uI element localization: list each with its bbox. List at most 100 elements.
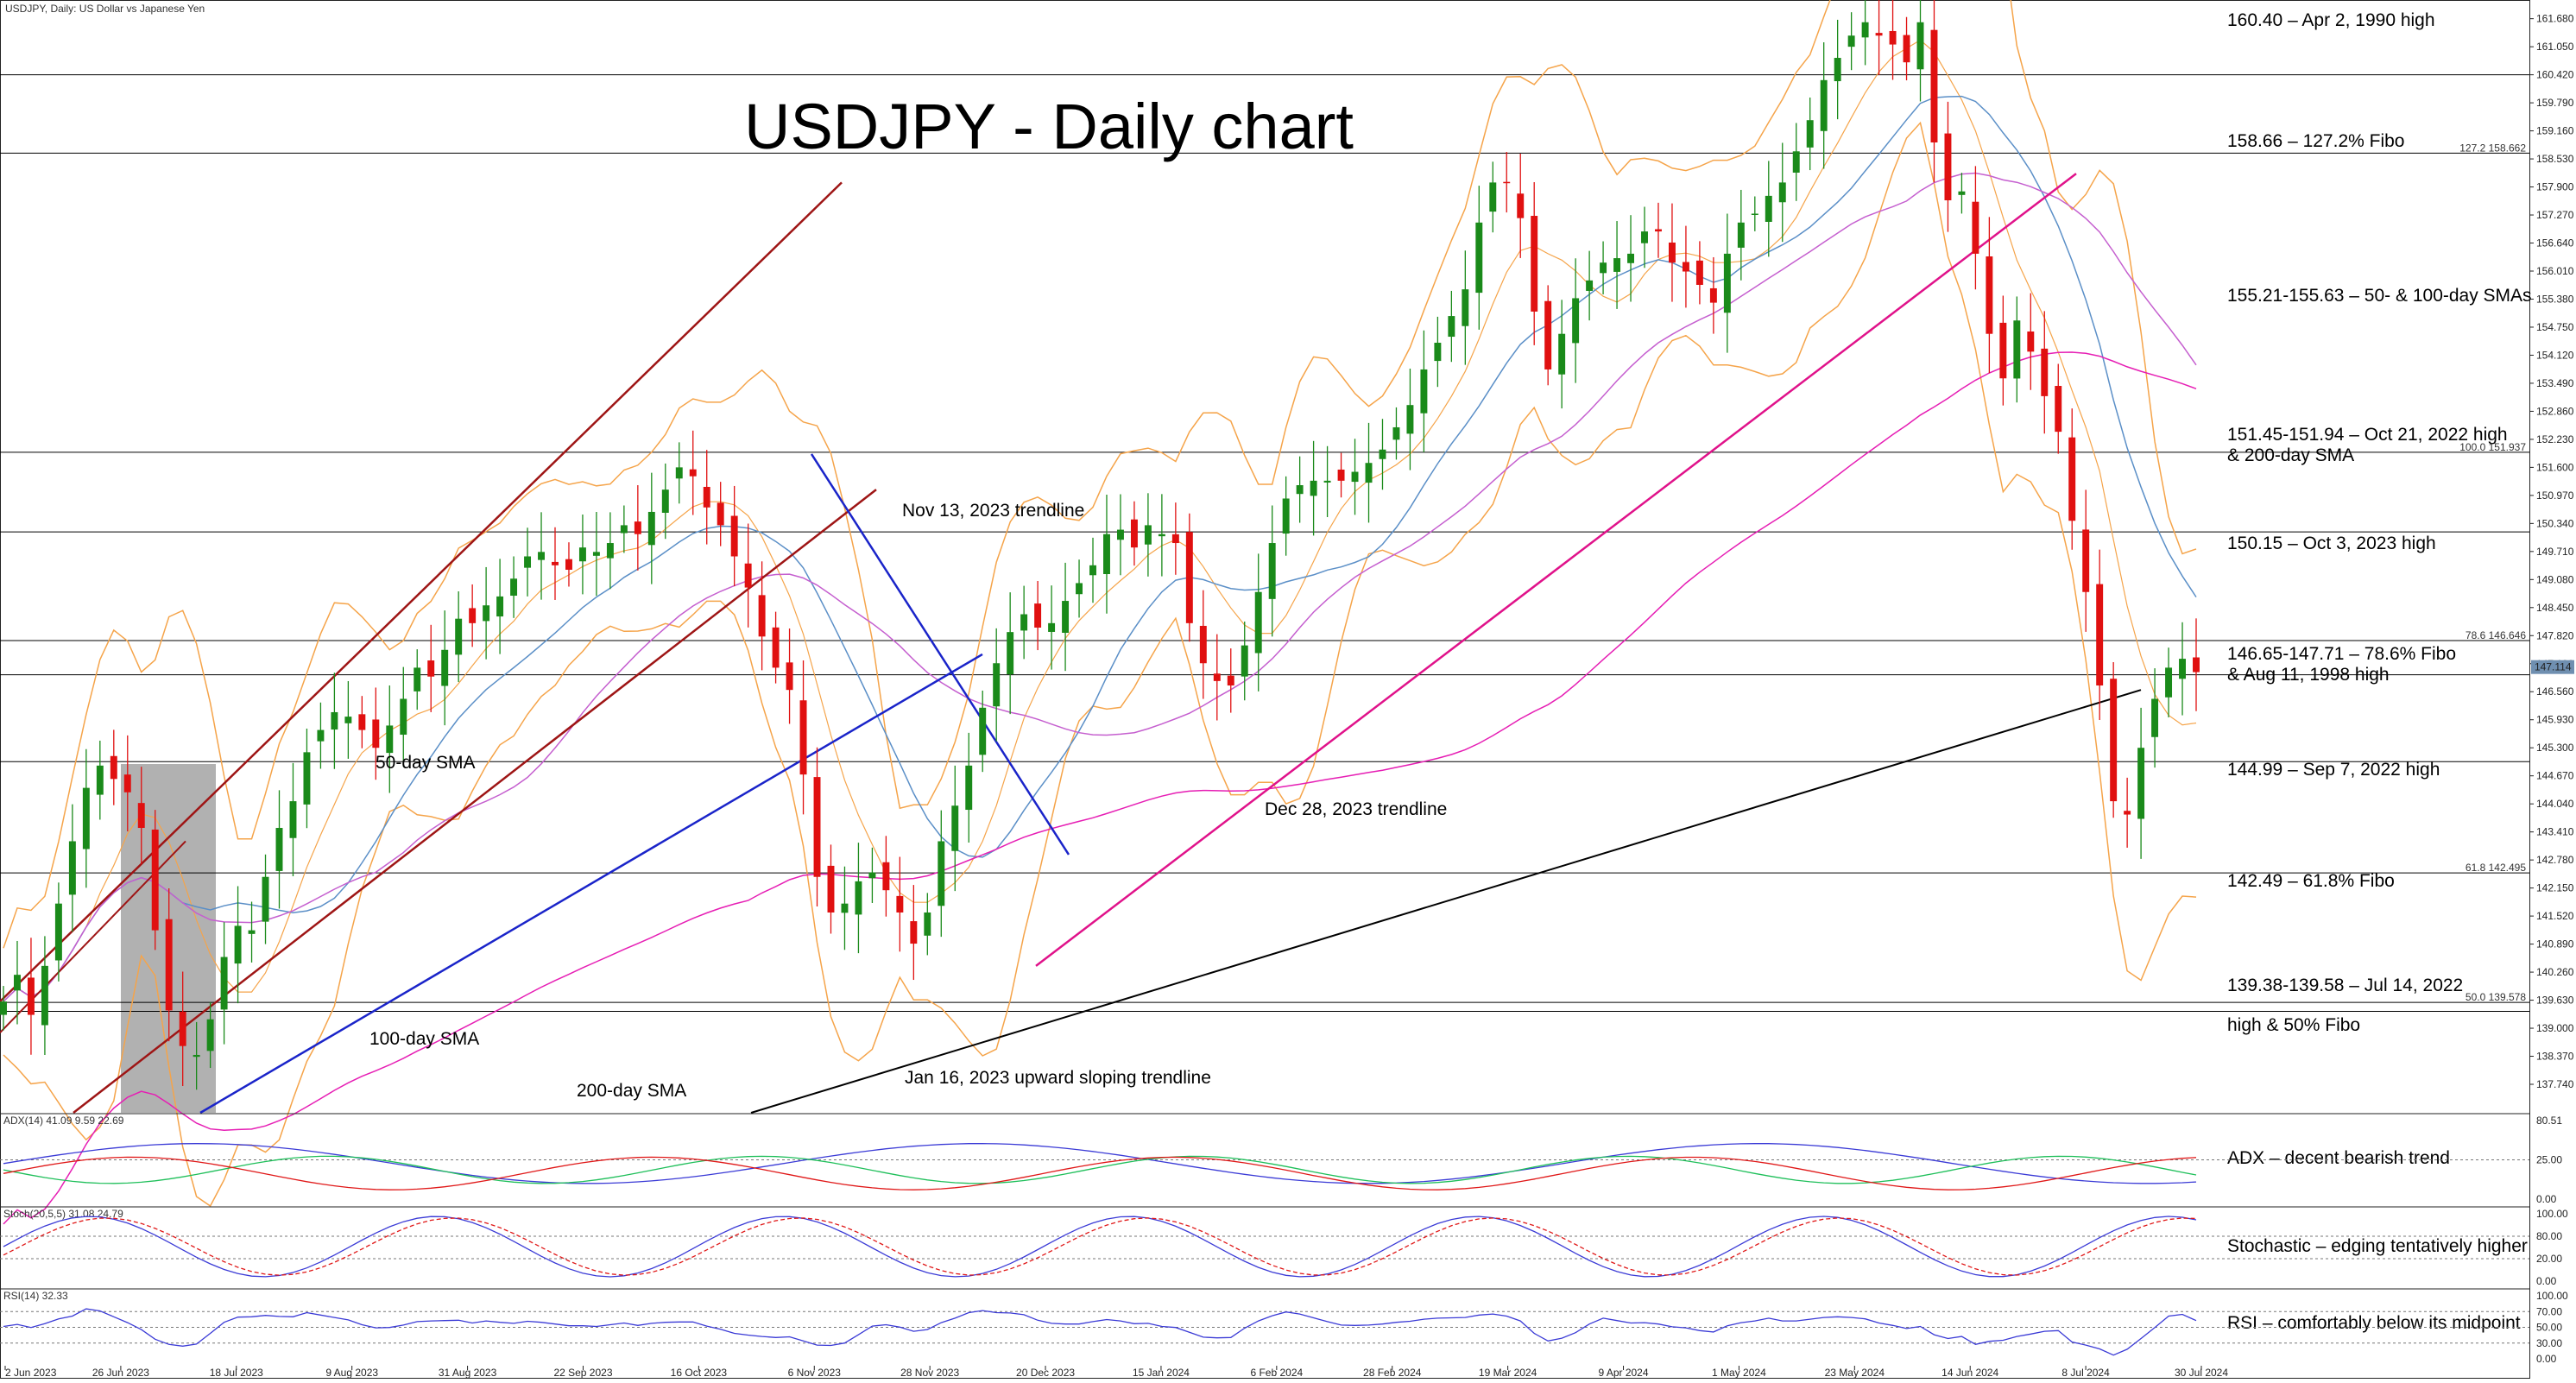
candle-body-25[interactable] [344,717,352,723]
candle-body-48[interactable] [661,489,669,513]
candle-body-90[interactable] [1241,645,1248,677]
candle-body-121[interactable] [1668,242,1676,263]
candle-body-24[interactable] [331,711,338,730]
candle-body-124[interactable] [1709,287,1717,303]
candle-body-147[interactable] [2027,331,2035,352]
candle-body-5[interactable] [68,841,76,895]
candle-body-87[interactable] [1199,625,1207,664]
candle-body-49[interactable] [675,467,683,479]
candle-body-79[interactable] [1089,565,1096,576]
candle-body-6[interactable] [82,787,90,849]
candle-body-73[interactable] [1007,632,1014,675]
candle-body-141[interactable] [1944,133,1952,201]
candle-body-40[interactable] [552,561,559,565]
candle-body-131[interactable] [1806,120,1814,148]
candle-body-83[interactable] [1144,525,1152,545]
candle-body-74[interactable] [1020,614,1028,631]
candle-body-135[interactable] [1861,22,1869,38]
candle-body-77[interactable] [1062,601,1070,634]
candle-body-84[interactable] [1158,534,1165,537]
candle-body-101[interactable] [1392,426,1400,440]
candle-body-117[interactable] [1613,258,1621,272]
candle-body-14[interactable] [193,1054,200,1058]
candle-body-27[interactable] [372,719,380,748]
candle-body-36[interactable] [496,596,504,617]
candle-body-127[interactable] [1751,213,1758,215]
candle-body-80[interactable] [1103,534,1110,575]
candle-body-57[interactable] [786,662,793,691]
candle-body-132[interactable] [1820,79,1828,131]
candle-body-65[interactable] [896,895,904,913]
candle-body-153[interactable] [2110,679,2118,802]
candle-body-111[interactable] [1531,216,1538,312]
candle-body-159[interactable] [2193,657,2200,673]
candle-body-91[interactable] [1254,591,1262,654]
candle-body-60[interactable] [827,865,835,913]
candle-body-97[interactable] [1337,469,1345,481]
candle-body-41[interactable] [565,559,572,570]
candle-body-11[interactable] [151,829,159,931]
candle-body-148[interactable] [2041,348,2049,396]
candle-body-94[interactable] [1296,485,1304,495]
candle-body-115[interactable] [1586,280,1594,291]
candle-body-12[interactable] [165,919,173,1011]
candle-body-119[interactable] [1641,231,1648,243]
candle-body-20[interactable] [275,828,283,871]
candle-body-107[interactable] [1475,222,1483,294]
candle-body-93[interactable] [1282,498,1290,534]
candle-body-113[interactable] [1558,333,1566,375]
candle-body-30[interactable] [414,667,421,692]
candle-body-26[interactable] [358,714,366,730]
candle-body-52[interactable] [717,502,724,526]
candle-body-129[interactable] [1778,182,1786,203]
candle-body-32[interactable] [441,649,449,686]
candle-body-98[interactable] [1351,471,1359,483]
candle-body-62[interactable] [855,881,862,915]
candle-body-156[interactable] [2151,698,2159,737]
candle-body-54[interactable] [744,563,752,588]
candle-body-47[interactable] [647,511,655,546]
candle-body-70[interactable] [965,765,973,811]
candle-body-35[interactable] [483,605,490,622]
candle-body-125[interactable] [1723,253,1731,313]
candle-body-50[interactable] [689,469,697,477]
candle-body-152[interactable] [2096,584,2104,686]
candle-body-3[interactable] [41,965,48,1026]
candle-body-133[interactable] [1834,58,1841,82]
candle-body-150[interactable] [2068,437,2076,521]
candle-body-72[interactable] [993,663,1001,707]
candle-body-4[interactable] [54,903,62,961]
candle-body-151[interactable] [2082,529,2090,592]
candle-body-146[interactable] [2013,320,2021,379]
candle-body-134[interactable] [1847,35,1855,47]
candle-body-55[interactable] [758,595,766,637]
candle-body-22[interactable] [303,752,311,805]
candle-body-19[interactable] [262,876,269,922]
candle-body-100[interactable] [1379,449,1386,459]
candle-body-137[interactable] [1889,30,1897,45]
candle-body-99[interactable] [1365,463,1373,483]
candle-body-38[interactable] [524,556,532,568]
candle-body-9[interactable] [123,774,131,793]
candle-body-104[interactable] [1434,343,1442,362]
candle-body-8[interactable] [110,755,117,780]
candle-body-1[interactable] [14,975,21,991]
candle-body-85[interactable] [1171,534,1179,544]
candle-body-138[interactable] [1903,35,1910,63]
candle-body-45[interactable] [620,525,628,534]
candle-body-139[interactable] [1916,22,1924,70]
candle-body-155[interactable] [2137,748,2145,819]
candle-body-157[interactable] [2165,667,2173,698]
candle-body-10[interactable] [137,803,145,829]
candle-body-13[interactable] [179,1011,186,1046]
candle-body-109[interactable] [1503,181,1511,184]
candle-body-122[interactable] [1682,262,1689,272]
candle-body-53[interactable] [730,515,738,557]
candle-body-0[interactable] [0,1001,7,1015]
candle-body-126[interactable] [1737,222,1745,248]
candle-body-75[interactable] [1034,603,1042,628]
candle-body-64[interactable] [882,862,890,891]
candle-body-112[interactable] [1544,300,1552,369]
candle-body-116[interactable] [1600,262,1607,274]
